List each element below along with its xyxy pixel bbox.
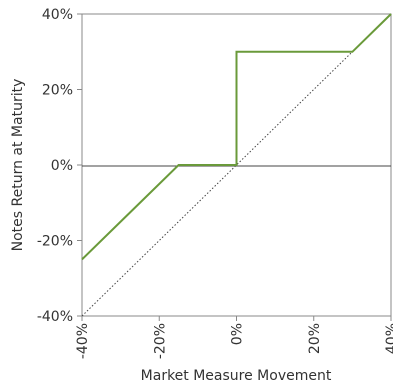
- x-axis-title: Market Measure Movement: [141, 368, 332, 383]
- y-axis-title: Notes Return at Maturity: [10, 79, 26, 252]
- y-tick-label: -20%: [37, 234, 73, 250]
- x-tick-label: -20%: [152, 323, 168, 359]
- x-tick-label: 20%: [307, 323, 323, 354]
- notes-return-line: [81, 13, 392, 261]
- x-tick-label: 0%: [230, 323, 246, 345]
- y-tick-label: 20%: [42, 83, 73, 99]
- y-axis-ticks: 40% 20% 0% -20% -40%: [37, 7, 82, 325]
- y-tick-label: 0%: [51, 158, 73, 174]
- x-tick-label: -40%: [75, 323, 91, 359]
- x-tick-label: 40%: [384, 323, 393, 354]
- y-tick-label: -40%: [37, 309, 73, 325]
- x-axis-ticks: -40% -20% 0% 20% 40%: [75, 316, 393, 359]
- y-tick-label: 40%: [42, 7, 73, 23]
